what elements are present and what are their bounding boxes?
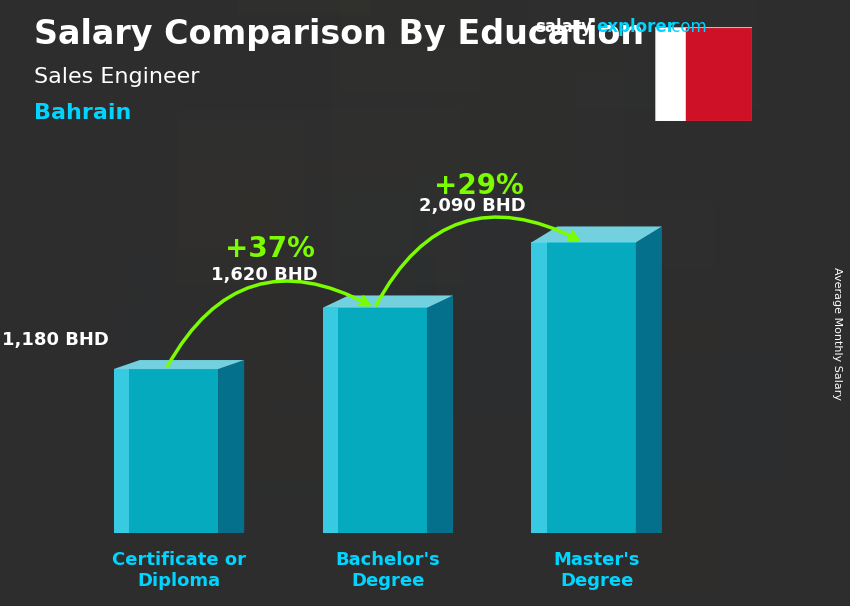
Polygon shape <box>686 102 699 121</box>
Text: Master's
Degree: Master's Degree <box>553 551 640 590</box>
Bar <box>640 145 751 293</box>
Text: Sales Engineer: Sales Engineer <box>34 67 200 87</box>
Bar <box>648 304 816 499</box>
Bar <box>329 0 535 10</box>
Bar <box>296 0 418 22</box>
Bar <box>478 211 604 318</box>
Bar <box>70 159 298 365</box>
Text: 1,620 BHD: 1,620 BHD <box>211 266 317 284</box>
Polygon shape <box>686 65 699 84</box>
Text: Average Monthly Salary: Average Monthly Salary <box>832 267 842 400</box>
Bar <box>416 336 591 516</box>
Text: +29%: +29% <box>434 171 524 199</box>
Text: 1,180 BHD: 1,180 BHD <box>2 331 109 349</box>
Bar <box>410 104 695 325</box>
Bar <box>461 88 592 278</box>
Polygon shape <box>636 227 662 533</box>
Polygon shape <box>322 308 427 533</box>
Text: Certificate or
Diploma: Certificate or Diploma <box>112 551 246 590</box>
Text: explorer: explorer <box>597 18 676 36</box>
Polygon shape <box>114 360 244 369</box>
Bar <box>219 0 343 95</box>
Polygon shape <box>531 242 636 533</box>
Polygon shape <box>218 360 244 533</box>
Bar <box>565 0 790 107</box>
Polygon shape <box>686 46 699 65</box>
Bar <box>353 264 515 533</box>
Text: salary: salary <box>536 18 592 36</box>
Bar <box>603 342 734 456</box>
Text: 2,090 BHD: 2,090 BHD <box>419 198 526 215</box>
Polygon shape <box>531 242 547 533</box>
Polygon shape <box>322 296 453 308</box>
Text: Salary Comparison By Education: Salary Comparison By Education <box>34 18 644 51</box>
Bar <box>570 0 850 52</box>
Polygon shape <box>322 308 338 533</box>
Text: .com: .com <box>666 18 707 36</box>
Text: Bachelor's
Degree: Bachelor's Degree <box>336 551 440 590</box>
Polygon shape <box>114 369 129 533</box>
Text: Bahrain: Bahrain <box>34 103 132 123</box>
Text: +37%: +37% <box>225 235 315 263</box>
Polygon shape <box>114 369 218 533</box>
Polygon shape <box>686 27 699 46</box>
Bar <box>390 0 517 274</box>
FancyArrowPatch shape <box>376 217 578 305</box>
Bar <box>555 173 850 339</box>
FancyArrowPatch shape <box>167 281 369 367</box>
Bar <box>654 27 686 121</box>
Bar <box>386 0 673 98</box>
Polygon shape <box>531 227 662 242</box>
Polygon shape <box>427 296 453 533</box>
Polygon shape <box>686 84 699 102</box>
Bar <box>325 266 598 547</box>
Bar <box>203 0 476 101</box>
Bar <box>308 275 513 550</box>
